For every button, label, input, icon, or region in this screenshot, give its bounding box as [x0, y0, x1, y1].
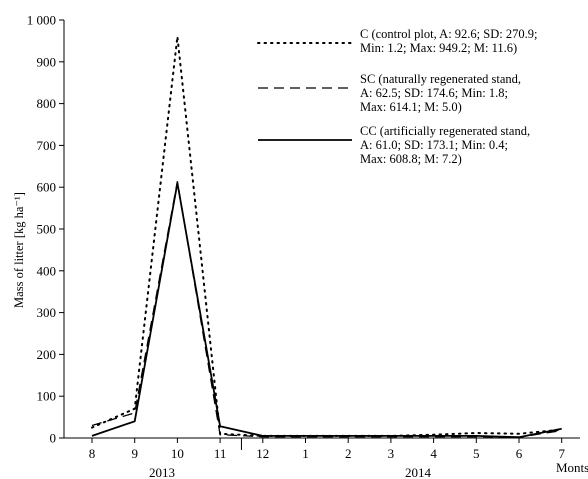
legend-entry-text: Min: 1.2; Max: 949.2; M: 11.6)	[360, 41, 517, 55]
legend-entry-text: SC (naturally regenerated stand,	[360, 72, 521, 86]
y-tick-label: 400	[37, 263, 57, 278]
x-tick-label: 12	[256, 446, 269, 461]
legend-entry-text: C (control plot, A: 92.6; SD: 270.9;	[360, 27, 537, 41]
y-tick-label: 600	[37, 180, 57, 195]
y-tick-label: 800	[37, 96, 57, 111]
x-axis-ticks: 8 9 10 11 12 1 2 3 4 5 6 7	[89, 438, 565, 461]
x-tick-label: 11	[214, 446, 227, 461]
y-axis-ticks: 0 100 200 300 400 500 600 700 800 900 1 000	[27, 13, 64, 446]
y-tick-label: 0	[50, 431, 57, 446]
x-tick-label: 9	[131, 446, 138, 461]
x-tick-label: 10	[171, 446, 184, 461]
x-tick-label: 3	[388, 446, 395, 461]
y-tick-label: 700	[37, 138, 57, 153]
legend-entry-text: CC (artificially regenerated stand,	[360, 124, 530, 138]
series-line-dotted	[91, 36, 563, 437]
x-axis-label: Monts	[556, 460, 588, 475]
series-line-solid	[91, 182, 562, 439]
year-label-2014: 2014	[405, 465, 432, 479]
y-tick-label: 200	[37, 347, 57, 362]
x-tick-label: 2	[345, 446, 352, 461]
x-tick-label: 4	[430, 446, 437, 461]
series-line-dashed	[91, 181, 562, 438]
x-tick-label: 8	[89, 446, 96, 461]
legend-entry-text: Max: 608.8; M: 7.2)	[360, 152, 462, 166]
x-tick-label: 6	[516, 446, 523, 461]
x-tick-label: 5	[473, 446, 480, 461]
legend-entry-text: A: 62.5; SD: 174.6; Min: 1.8;	[360, 86, 508, 100]
y-tick-label: 300	[37, 305, 57, 320]
y-axis-label: Mass of litter [kg ha⁻¹]	[12, 192, 26, 308]
y-tick-label: 500	[37, 222, 57, 237]
year-label-2013: 2013	[149, 465, 175, 479]
y-tick-label: 1 000	[27, 13, 56, 28]
series-lines	[91, 36, 563, 439]
y-tick-label: 900	[37, 54, 57, 69]
legend-entry-text: A: 61.0; SD: 173.1; Min: 0.4;	[360, 138, 508, 152]
legend-entry-text: Max: 614.1; M: 5.0)	[360, 100, 462, 114]
x-tick-label: 1	[302, 446, 309, 461]
y-tick-label: 100	[37, 389, 57, 404]
legend: C (control plot, A: 92.6; SD: 270.9;Min:…	[257, 27, 537, 166]
x-tick-label: 7	[558, 446, 565, 461]
